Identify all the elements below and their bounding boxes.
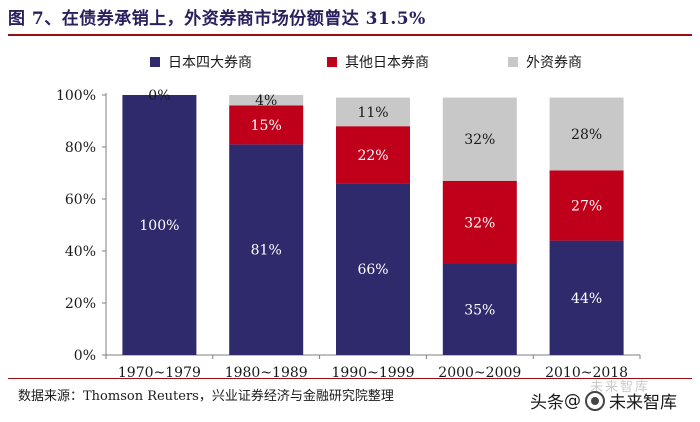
bar-value-label: 44% xyxy=(571,291,602,307)
bar-segment xyxy=(442,264,517,355)
x-tick-label: 2000~2009 xyxy=(438,365,521,381)
watermark-prefix: 头条 xyxy=(530,393,564,413)
bar-segment xyxy=(549,240,624,355)
source-divider xyxy=(8,378,692,379)
bar-segment xyxy=(549,170,624,241)
bar-value-label: 32% xyxy=(464,215,495,231)
legend-label-foreign: 外资券商 xyxy=(526,55,582,71)
bar-segment xyxy=(229,144,304,355)
legend-item-big-four: 日本四大券商 xyxy=(150,52,252,72)
x-tick-label: 1990~1999 xyxy=(332,365,415,381)
figure-title: 图 7、在债券承销上，外资券商市场份额曾达 31.5% xyxy=(8,9,426,29)
title-divider xyxy=(8,34,692,36)
legend-label-big-four: 日本四大券商 xyxy=(168,55,252,71)
bar-value-label: 32% xyxy=(464,132,495,148)
source-note: 数据来源：Thomson Reuters，兴业证券经济与金融研究院整理 xyxy=(18,389,394,404)
x-tick-label: 1980~1989 xyxy=(225,365,308,381)
watermark-logo-icon xyxy=(585,390,605,411)
bar-value-label: 28% xyxy=(571,127,602,143)
bar-segment xyxy=(549,97,624,171)
bar-segment xyxy=(122,95,197,355)
watermark-name: 未来智库 xyxy=(609,393,677,413)
bar-segment xyxy=(442,97,517,181)
watermark-faint-text: 未来智库 xyxy=(590,380,651,395)
bar-value-label: 0% xyxy=(148,88,170,104)
legend-swatch-foreign xyxy=(508,57,518,67)
legend-swatch-other-japanese xyxy=(327,57,337,67)
bar-value-label: 15% xyxy=(251,118,282,134)
bar-segment xyxy=(336,183,410,355)
bar-value-label: 35% xyxy=(464,303,495,319)
x-tick-label: 1970~1979 xyxy=(118,365,201,381)
y-tick-label: 60% xyxy=(65,192,96,208)
legend-item-foreign: 外资券商 xyxy=(508,52,582,72)
legend-label-other-japanese: 其他日本券商 xyxy=(345,55,429,71)
bar-value-label: 100% xyxy=(139,218,179,234)
bar-segment xyxy=(442,180,517,264)
y-tick-label: 0% xyxy=(74,348,96,364)
legend-swatch-big-four xyxy=(150,57,160,67)
watermark: 头条 @ 未来智库 xyxy=(530,388,677,413)
x-tick-label: 2010~2018 xyxy=(545,365,628,381)
bar-segment xyxy=(229,105,304,145)
bar-value-label: 66% xyxy=(357,262,388,278)
bar-value-label: 11% xyxy=(357,105,388,121)
bar-segment xyxy=(229,95,304,106)
chart-legend: 日本四大券商 其他日本券商 外资券商 xyxy=(0,52,700,72)
legend-item-other-japanese: 其他日本券商 xyxy=(327,52,429,72)
y-tick-label: 40% xyxy=(65,244,96,260)
y-tick-label: 80% xyxy=(65,140,96,156)
y-tick-label: 20% xyxy=(65,296,96,312)
bar-value-label: 4% xyxy=(255,93,277,109)
bar-segment xyxy=(336,97,410,127)
bar-value-label: 81% xyxy=(251,243,282,259)
bar-value-label: 27% xyxy=(571,199,602,215)
bar-value-label: 22% xyxy=(357,148,388,164)
watermark-at: @ xyxy=(564,390,581,411)
bar-segment xyxy=(336,126,410,184)
y-tick-label: 100% xyxy=(56,88,96,104)
